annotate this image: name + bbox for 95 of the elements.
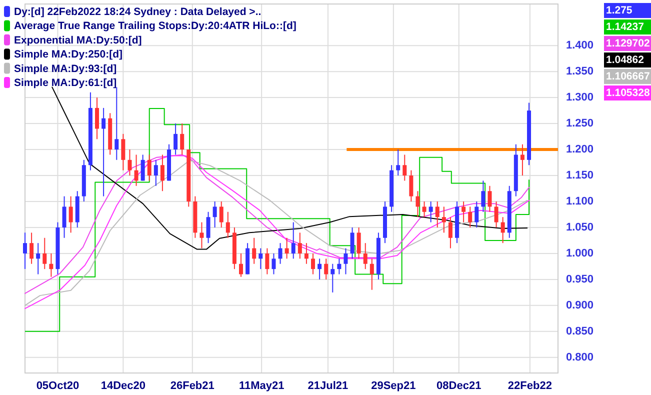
candlestick [318,258,322,280]
candlestick [422,200,426,218]
y-tick-label: 0.850 [566,325,594,338]
text: 1.04862 [606,54,644,66]
y-tick-label: 1.400 [566,40,594,52]
candlestick [428,200,433,223]
candlestick [174,123,178,156]
candlestick [62,196,66,238]
legend-label: Average True Range Trailing Stops:Dy:20:4ATR HiLo::[d] [14,20,296,32]
candlestick [324,258,328,280]
candlestick [147,154,152,182]
candlestick [416,190,420,218]
candlestick [206,211,210,244]
x-tick-label: 22Feb22 [508,380,552,392]
x-tick-label: 29Sep21 [371,380,416,392]
text: 1.129702 [606,38,650,50]
candlestick [520,144,524,176]
candlestick [128,149,132,176]
y-tick-label: 0.950 [566,273,594,286]
y-tick-label: 1.200 [566,144,594,156]
y-tick-label: 1.300 [566,92,594,104]
candlestick [356,226,361,260]
x-tick-label: 08Dec21 [436,380,482,392]
candlestick [448,216,452,249]
candlestick [265,248,270,275]
candlestick [278,242,282,264]
candlestick [95,97,99,140]
line-series [52,86,528,250]
candlestick [350,226,354,260]
y-tick-label: 1.100 [566,195,594,208]
x-tick-label: 11May21 [238,380,284,392]
candlestick [154,159,158,186]
candlestick [500,216,505,244]
y-tick-label: 1.250 [566,118,594,130]
candlestick [481,180,486,212]
candlestick [180,123,184,156]
candlestick [200,222,204,249]
candlestick [212,200,217,228]
candlestick [121,133,126,171]
text: 1.275 [606,4,632,16]
y-tick-label: 1.000 [566,247,594,260]
legend-label: Simple MA:Dy:250:[d] [14,48,123,61]
candlestick [36,242,40,275]
candlestick [311,252,316,275]
candlestick [68,196,73,234]
legend-label: Exponential MA:Dy:50:[d] [14,34,142,46]
candlestick [402,154,407,182]
candlestick [462,200,466,223]
text: 1.106667 [606,70,650,82]
y-tick-label: 0.800 [566,351,594,364]
y-tick-label: 0.900 [566,299,594,312]
candlestick [330,263,335,293]
x-tick-label: 26Feb21 [170,380,214,392]
candlestick [23,232,27,270]
x-tick-label: 21Jul21 [308,380,348,392]
x-tick-label: 05Oct20 [36,380,80,392]
candlestick [114,86,119,160]
x-tick-label: 14Dec20 [100,380,146,392]
candlestick [468,206,472,228]
candlestick [226,211,230,238]
candlestick [337,258,342,275]
legend-label: Simple MA:Dy:93:[d] [14,62,117,75]
y-tick-label: 1.350 [566,66,594,78]
candlestick [42,237,47,270]
candlestick [291,222,296,260]
candlestick [298,232,302,260]
candlestick [396,149,400,176]
candlestick [344,248,348,275]
candlestick [494,200,498,228]
candlestick [49,252,54,278]
candlestick [442,206,446,234]
candlestick [488,185,492,212]
candlestick [30,232,34,264]
candlestick [252,237,256,264]
candlestick [102,107,106,197]
y-tick-label: 1.150 [566,170,594,182]
y-tick-label: 1.050 [566,221,594,234]
candlestick [140,154,145,182]
candlestick [239,252,244,278]
candlestick [435,200,440,228]
candlestick [304,242,308,264]
candlestick [134,154,138,186]
candlestick [160,154,164,192]
candlestick [258,248,263,270]
candlestick [474,200,479,228]
candlestick [409,170,414,202]
text: 1.14237 [606,21,644,33]
text: 1.105328 [606,87,650,99]
candlestick [219,200,224,228]
candlestick [363,242,368,270]
candlestick [370,258,374,290]
candlestick [272,252,276,275]
legend-label: Dy:[d] 22Feb2022 18:24 Sydney : Data Delayed >.. [14,6,262,18]
candlestick [284,237,289,260]
legend-label: Simple MA:Dy:61:[d] [14,77,117,89]
